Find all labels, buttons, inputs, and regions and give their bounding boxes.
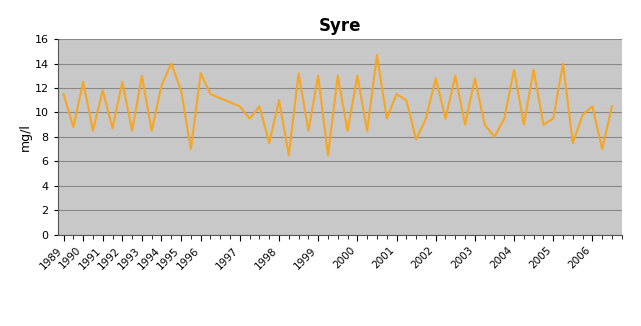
Y-axis label: mg/l: mg/l bbox=[19, 123, 32, 151]
Title: Syre: Syre bbox=[319, 17, 361, 35]
